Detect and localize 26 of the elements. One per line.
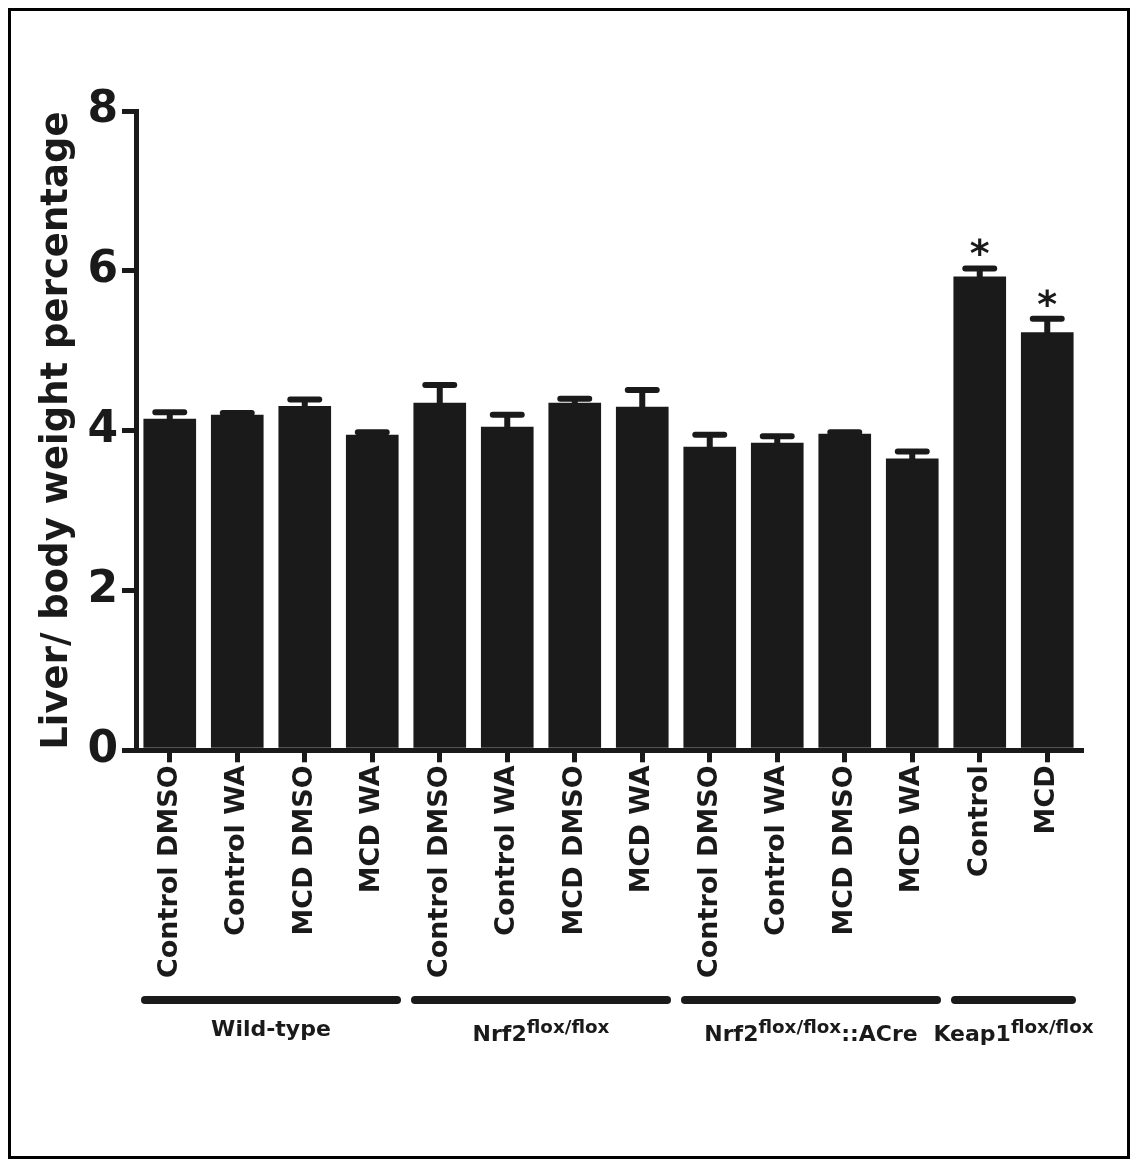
x-tick-label: Control — [961, 765, 993, 877]
annotation: * — [1037, 281, 1058, 326]
y-tick-label: 2 — [87, 560, 119, 612]
x-tick-label: MCD — [1029, 765, 1061, 835]
y-tick-label: 4 — [87, 401, 119, 453]
x-tick-label: Control DMSO — [691, 765, 723, 979]
y-tick-label: 0 — [87, 720, 119, 772]
y-axis-title: Liver/ body weight percentage — [32, 111, 76, 750]
x-tick-label: MCD WA — [354, 765, 386, 894]
y-tick-label: 6 — [87, 241, 119, 293]
x-tick-label: MCD DMSO — [826, 765, 858, 936]
x-tick-label: Control WA — [489, 765, 521, 936]
x-tick-label: Control WA — [219, 765, 251, 936]
x-tick-label: Control DMSO — [421, 765, 453, 979]
text: Nrf2$^{flox/flox}$ — [471, 1016, 611, 1047]
y-tick-label: 8 — [87, 81, 119, 133]
x-tick-label: MCD WA — [894, 765, 926, 894]
text: Nrf2$^{flox/flox}$::ACre — [703, 1016, 919, 1047]
x-tick-label: Control DMSO — [151, 765, 183, 979]
x-tick-label: MCD DMSO — [286, 765, 318, 936]
text: Keap1$^{flox/flox}$ — [933, 1016, 1094, 1047]
x-tick-label: MCD DMSO — [556, 765, 588, 936]
x-tick-label: Control WA — [759, 765, 791, 936]
x-tick-label: MCD WA — [624, 765, 656, 894]
text: Wild-type — [210, 1016, 332, 1041]
annotation: * — [969, 231, 990, 276]
